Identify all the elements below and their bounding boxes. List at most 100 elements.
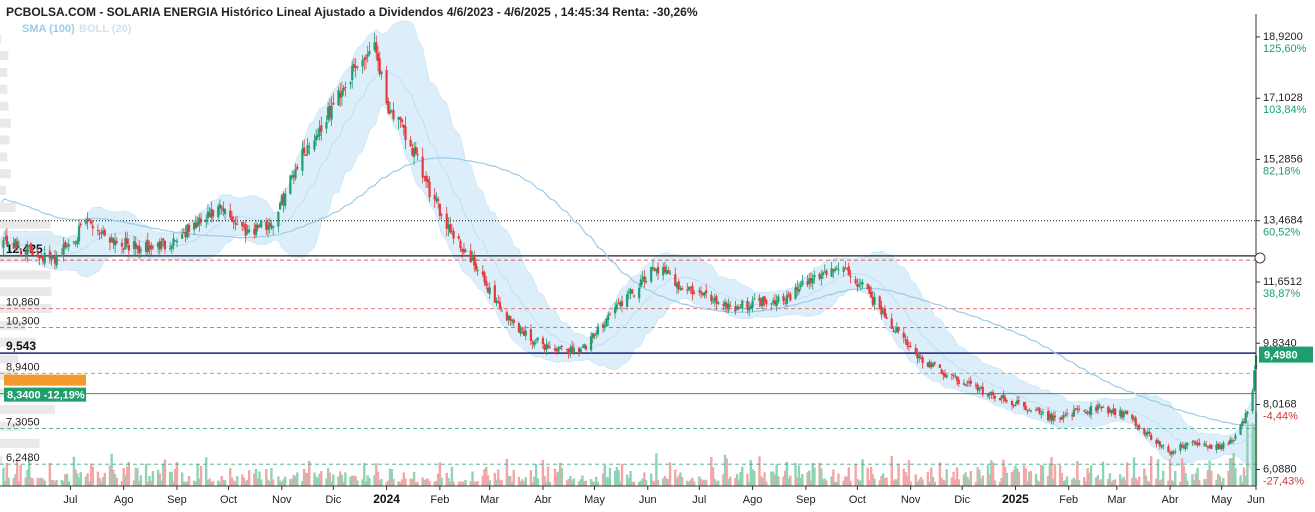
volume-bar	[735, 474, 739, 486]
volume-bar	[15, 460, 19, 486]
volume-bar	[1041, 465, 1045, 486]
volume-bar	[871, 474, 875, 486]
volume-bar	[837, 473, 840, 486]
candle-body	[1162, 445, 1165, 447]
candle-body	[679, 288, 682, 290]
volume-bar	[651, 480, 655, 486]
volume-bar	[601, 473, 605, 486]
candle-body	[498, 302, 502, 309]
volume-bar	[218, 481, 222, 486]
crosshair-handle[interactable]	[1254, 252, 1266, 264]
candle-body	[500, 310, 503, 312]
candle-body	[1239, 425, 1242, 435]
volume-bar	[627, 478, 631, 486]
volume-bar	[727, 479, 730, 486]
candle-body	[1168, 452, 1172, 455]
volume-bar	[208, 478, 211, 486]
volume-bar	[534, 464, 538, 486]
candle-body	[433, 195, 436, 200]
volume-bar	[72, 456, 76, 486]
volume-bar	[643, 472, 646, 486]
candle-body	[134, 242, 137, 249]
candle-body	[601, 324, 605, 329]
price-tick-label: 9,8340	[1263, 337, 1297, 349]
candle-body	[955, 376, 959, 381]
volume-bar	[878, 480, 881, 486]
candle-body	[174, 240, 177, 242]
volume-bar	[699, 478, 703, 486]
volume-bar	[330, 481, 333, 486]
candle-body	[873, 297, 876, 305]
volume-bar	[294, 476, 297, 486]
candle-body	[1191, 441, 1194, 443]
candle-body	[162, 238, 165, 241]
candle-body	[931, 363, 935, 367]
volume-bar	[306, 472, 309, 486]
volume-bar	[268, 481, 271, 486]
volume-bar	[942, 479, 945, 486]
time-tick-label: Sep	[167, 494, 187, 506]
candle-body	[907, 345, 911, 347]
volume-bar	[65, 473, 69, 486]
volume-bar	[412, 471, 416, 486]
candle-body	[510, 320, 514, 322]
volume-bar	[967, 479, 971, 486]
candle-body	[758, 297, 761, 301]
volume-bar	[692, 481, 696, 486]
candle-body	[132, 240, 136, 249]
volume-bar	[986, 465, 990, 486]
candle-body	[473, 256, 476, 266]
price-tick-pct: -27,43%	[1263, 476, 1304, 488]
candle-body	[565, 348, 569, 350]
candle-body	[366, 54, 369, 57]
candle-body	[990, 391, 993, 395]
candle-body	[1194, 442, 1197, 445]
candle-body	[1150, 434, 1153, 441]
volume-bar	[1048, 463, 1052, 486]
volume-bar	[344, 472, 347, 486]
volume-bar	[641, 478, 644, 486]
volume-profile-bar	[0, 68, 8, 77]
volume-bar	[1077, 479, 1081, 486]
volume-bar	[565, 480, 569, 486]
volume-bar	[302, 468, 306, 486]
candle-body	[842, 267, 845, 272]
volume-bar	[704, 479, 708, 486]
time-tick-label: May	[584, 494, 605, 506]
volume-bar	[242, 477, 246, 486]
candle-body	[902, 332, 905, 338]
volume-bar	[368, 477, 371, 486]
candle-body	[662, 267, 665, 276]
volume-bar	[582, 480, 586, 486]
volume-bar	[486, 475, 490, 486]
candle-body	[763, 296, 766, 302]
candle-body	[242, 226, 246, 228]
volume-bar	[462, 481, 466, 486]
candle-body	[7, 244, 10, 246]
candle-body	[206, 211, 210, 219]
volume-bar	[507, 475, 510, 486]
volume-bar	[1024, 468, 1027, 486]
time-tick-label: Jul	[63, 494, 77, 506]
volume-bar	[40, 477, 43, 486]
candle-body	[1134, 417, 1137, 426]
candle-body	[773, 300, 777, 305]
candle-body	[1086, 412, 1089, 414]
volume-bar	[866, 467, 869, 486]
candle-body	[52, 257, 55, 259]
candle-body	[1131, 414, 1134, 420]
volume-bar	[1167, 480, 1170, 486]
price-tick-pct: 60,52%	[1263, 227, 1301, 239]
volume-bar	[88, 481, 91, 486]
candle-body	[452, 231, 455, 239]
candle-body	[689, 286, 692, 288]
volume-bar	[644, 479, 648, 486]
volume-bar	[711, 467, 715, 486]
time-tick-label: Mar	[480, 494, 499, 506]
volume-bar	[931, 476, 935, 486]
volume-bar	[906, 475, 909, 486]
volume-bar	[340, 474, 344, 486]
candle-body	[906, 339, 909, 346]
volume-profile-bar	[0, 337, 36, 347]
volume-bar	[593, 481, 596, 486]
